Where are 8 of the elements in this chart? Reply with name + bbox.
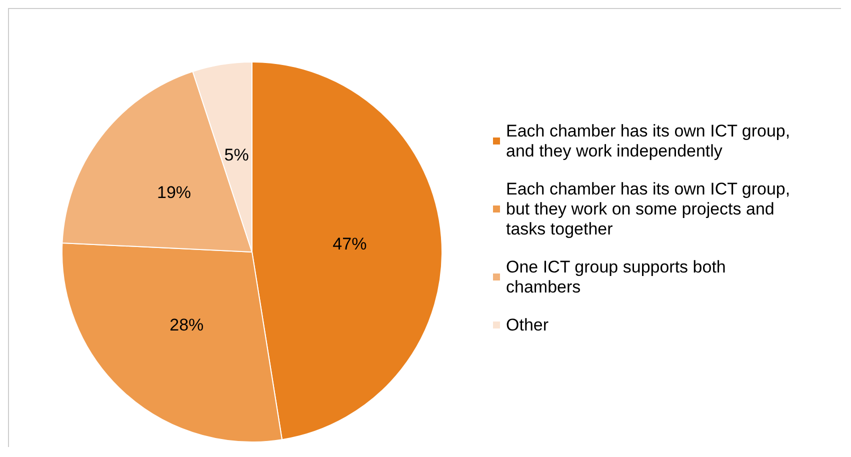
legend-label: Other — [506, 316, 549, 334]
legend-label: One ICT group supports both chambers — [506, 258, 731, 296]
legend-label: Each chamber has its own ICT group, and they work independently — [506, 122, 795, 160]
legend-label: Each chamber has its own ICT group, but they work on some projects and tasks together — [506, 180, 795, 238]
data-label: 47% — [332, 234, 367, 254]
data-label: 28% — [170, 316, 204, 335]
data-label: 5% — [224, 146, 249, 165]
data-label: 19% — [157, 183, 192, 202]
